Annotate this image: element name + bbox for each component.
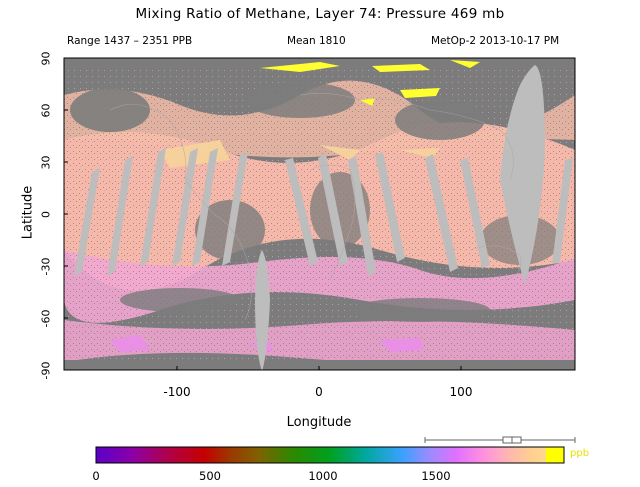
missing-patch [120,288,240,312]
y-tick-label: 30 [39,155,53,170]
range-text: Range 1437 – 2351 PPB [67,35,193,47]
lower-value-patches [110,335,424,352]
high-value-patches [260,60,480,106]
x-tick-label: 0 [315,385,323,399]
y-axis-label: Latitude [20,185,36,240]
x-tick-label: -100 [163,385,191,399]
x-axis-label: Longitude [286,415,352,430]
colorbar [96,447,546,463]
colorbar-frame [95,446,565,464]
map-plot [64,58,575,370]
orbit-gaps [74,65,573,370]
y-tick-label: -30 [39,257,53,276]
y-tick-label: 0 [39,211,53,218]
y-tick-label: 60 [39,103,53,118]
colorbar-tick-label: 1500 [421,469,451,483]
source-text: MetOp-2 2013-10-17 PM [431,35,560,47]
axis-ticks [64,57,462,371]
colorbar-max-swatch [546,447,564,463]
colorbar-tick-label: 0 [92,469,100,483]
coastlines [109,93,522,321]
x-tick-label: 100 [449,385,473,399]
missing-patch [350,298,490,322]
colorbar-tick-label: 1000 [308,469,338,483]
antarctic-missing [64,360,575,370]
missing-patch [395,100,485,140]
missing-patch [245,82,355,118]
distribution-boxplot [424,436,576,444]
y-tick-label: -90 [39,361,53,380]
y-tick-label: 90 [39,51,53,66]
colorbar-tick-label: 500 [199,469,221,483]
y-tick-label: -60 [39,309,53,328]
map-title: Mixing Ratio of Methane, Layer 74: Press… [135,6,505,22]
colorbar-unit: ppb [570,448,590,459]
mean-text: Mean 1810 [287,35,346,47]
